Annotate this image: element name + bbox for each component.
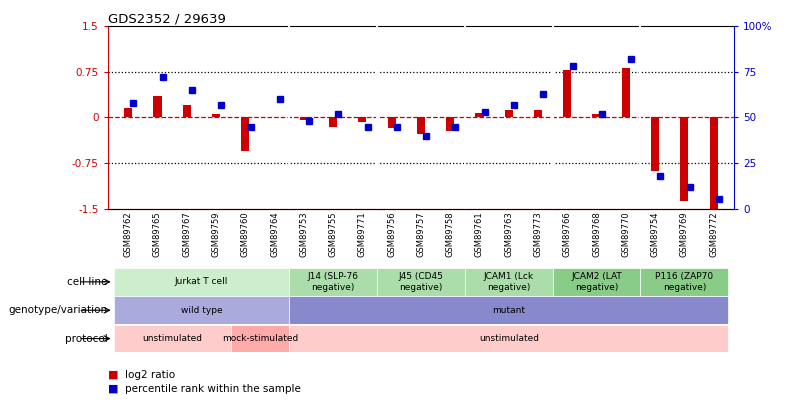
Bar	[417, 117, 425, 134]
Text: mutant: mutant	[492, 306, 525, 315]
Bar	[681, 117, 689, 201]
Text: mock-stimulated: mock-stimulated	[222, 334, 298, 343]
Bar	[641, 268, 729, 296]
Text: JCAM2 (LAT
negative): JCAM2 (LAT negative)	[571, 272, 622, 292]
Text: percentile rank within the sample: percentile rank within the sample	[125, 384, 301, 394]
Bar	[504, 110, 513, 117]
Text: P116 (ZAP70
negative): P116 (ZAP70 negative)	[655, 272, 713, 292]
Text: cell line: cell line	[67, 277, 108, 287]
Bar	[592, 114, 601, 117]
Bar	[465, 268, 553, 296]
Bar	[113, 296, 289, 324]
Text: log2 ratio: log2 ratio	[125, 370, 176, 379]
Bar	[476, 113, 484, 117]
Bar	[300, 117, 308, 121]
Bar	[534, 110, 542, 117]
Bar	[358, 117, 366, 122]
Bar	[124, 108, 132, 117]
Bar	[622, 68, 630, 117]
Bar	[183, 105, 191, 117]
Text: unstimulated: unstimulated	[142, 334, 202, 343]
Bar	[377, 268, 465, 296]
Text: ■: ■	[108, 384, 118, 394]
Text: protocol: protocol	[65, 334, 108, 343]
Bar	[388, 117, 396, 128]
Text: wild type: wild type	[180, 306, 222, 315]
Bar	[153, 96, 161, 117]
Bar	[553, 268, 641, 296]
Text: Jurkat T cell: Jurkat T cell	[175, 277, 228, 286]
Bar	[563, 70, 571, 117]
Text: GDS2352 / 29639: GDS2352 / 29639	[108, 12, 226, 25]
Bar	[113, 325, 231, 352]
Text: ■: ■	[108, 370, 118, 379]
Bar	[241, 117, 250, 151]
Text: J45 (CD45
negative): J45 (CD45 negative)	[398, 272, 444, 292]
Bar	[212, 114, 220, 117]
Bar	[289, 325, 729, 352]
Text: JCAM1 (Lck
negative): JCAM1 (Lck negative)	[484, 272, 534, 292]
Bar	[289, 296, 729, 324]
Bar	[329, 117, 338, 126]
Bar	[231, 325, 289, 352]
Text: genotype/variation: genotype/variation	[9, 305, 108, 315]
Bar	[289, 268, 377, 296]
Text: unstimulated: unstimulated	[479, 334, 539, 343]
Bar	[113, 268, 289, 296]
Text: J14 (SLP-76
negative): J14 (SLP-76 negative)	[307, 272, 358, 292]
Bar	[709, 117, 717, 210]
Bar	[446, 117, 454, 131]
Bar	[651, 117, 659, 171]
